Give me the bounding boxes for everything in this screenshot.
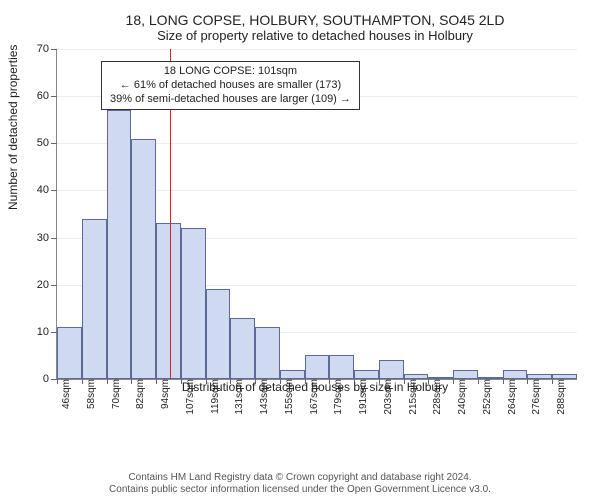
annotation-line: ← 61% of detached houses are smaller (17… <box>110 79 351 93</box>
footer-line-1: Contains HM Land Registry data © Crown c… <box>0 472 600 484</box>
histogram-bar <box>107 110 132 379</box>
histogram-bar <box>453 370 478 379</box>
y-tick-label: 40 <box>37 184 57 196</box>
y-tick-label: 60 <box>37 90 57 102</box>
copyright-footer: Contains HM Land Registry data © Crown c… <box>0 472 600 496</box>
y-tick-label: 50 <box>37 137 57 149</box>
gridline <box>57 49 577 50</box>
histogram-bar <box>181 228 206 379</box>
chart-subtitle: Size of property relative to detached ho… <box>50 28 580 43</box>
y-tick-label: 10 <box>37 326 57 338</box>
x-axis-label: Distribution of detached houses by size … <box>50 380 580 394</box>
annotation-box: 18 LONG COPSE: 101sqm← 61% of detached h… <box>101 61 360 110</box>
annotation-line: 39% of semi-detached houses are larger (… <box>110 93 351 107</box>
histogram-bar <box>329 355 354 379</box>
histogram-bar <box>131 139 156 379</box>
chart-title: 18, LONG COPSE, HOLBURY, SOUTHAMPTON, SO… <box>50 10 580 28</box>
y-tick-label: 30 <box>37 232 57 244</box>
histogram-bar <box>379 360 404 379</box>
annotation-line: 18 LONG COPSE: 101sqm <box>110 65 351 79</box>
histogram-bar <box>82 219 107 379</box>
y-tick-label: 70 <box>37 43 57 55</box>
histogram-bar <box>57 327 82 379</box>
y-axis-label: Number of detached properties <box>6 45 20 210</box>
histogram-bar <box>354 370 379 379</box>
histogram-bar <box>206 289 231 379</box>
footer-line-2: Contains public sector information licen… <box>0 484 600 496</box>
histogram-bar <box>280 370 305 379</box>
y-tick-label: 20 <box>37 279 57 291</box>
plot-area: 18 LONG COPSE: 101sqm← 61% of detached h… <box>56 49 577 380</box>
histogram-bar <box>255 327 280 379</box>
histogram-bar <box>503 370 528 379</box>
histogram-bar <box>305 355 330 379</box>
chart-container: 18, LONG COPSE, HOLBURY, SOUTHAMPTON, SO… <box>50 10 580 440</box>
histogram-bar <box>230 318 255 379</box>
histogram-bar <box>156 223 181 379</box>
